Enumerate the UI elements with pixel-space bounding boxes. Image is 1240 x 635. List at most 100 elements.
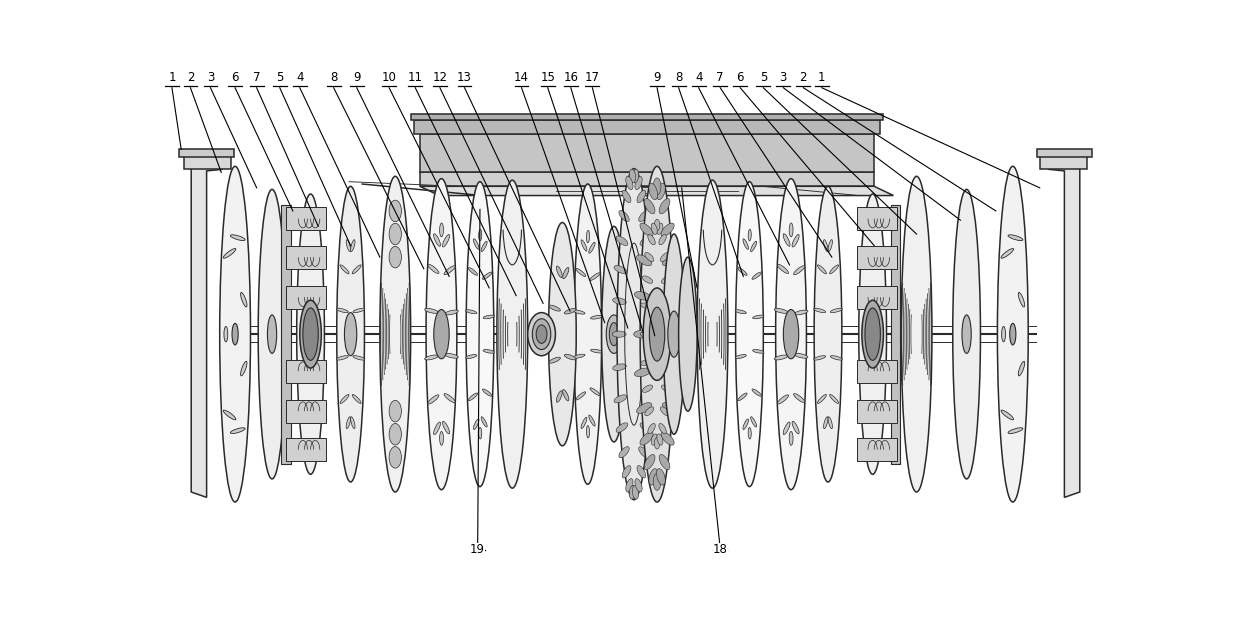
Ellipse shape bbox=[830, 394, 838, 403]
Ellipse shape bbox=[637, 465, 646, 478]
Ellipse shape bbox=[346, 417, 351, 429]
Text: 14: 14 bbox=[515, 71, 529, 84]
Ellipse shape bbox=[660, 199, 670, 214]
Ellipse shape bbox=[590, 272, 600, 281]
Ellipse shape bbox=[389, 224, 402, 245]
Ellipse shape bbox=[300, 300, 321, 368]
Ellipse shape bbox=[952, 189, 981, 479]
Ellipse shape bbox=[232, 323, 238, 345]
Ellipse shape bbox=[649, 469, 657, 485]
Ellipse shape bbox=[1008, 235, 1023, 241]
Text: 9: 9 bbox=[353, 71, 361, 84]
Ellipse shape bbox=[345, 312, 357, 356]
Ellipse shape bbox=[636, 255, 652, 265]
Ellipse shape bbox=[557, 266, 562, 277]
Bar bbox=[179, 149, 234, 157]
Ellipse shape bbox=[655, 438, 660, 449]
Ellipse shape bbox=[784, 234, 790, 246]
Text: 12: 12 bbox=[433, 71, 448, 84]
Ellipse shape bbox=[268, 315, 277, 354]
Ellipse shape bbox=[346, 239, 351, 251]
Ellipse shape bbox=[336, 308, 348, 312]
Ellipse shape bbox=[823, 417, 828, 429]
Ellipse shape bbox=[424, 355, 438, 360]
Ellipse shape bbox=[635, 479, 642, 492]
Ellipse shape bbox=[662, 403, 677, 413]
Text: 15: 15 bbox=[541, 71, 556, 84]
Ellipse shape bbox=[536, 325, 547, 344]
Ellipse shape bbox=[641, 359, 652, 365]
Ellipse shape bbox=[661, 407, 670, 416]
Ellipse shape bbox=[434, 234, 440, 246]
Ellipse shape bbox=[743, 239, 749, 250]
Ellipse shape bbox=[657, 469, 665, 485]
Polygon shape bbox=[191, 163, 222, 497]
Text: 6: 6 bbox=[737, 71, 744, 84]
Ellipse shape bbox=[590, 316, 603, 319]
Ellipse shape bbox=[635, 291, 651, 300]
Text: 5: 5 bbox=[277, 71, 284, 84]
Ellipse shape bbox=[443, 234, 450, 247]
Ellipse shape bbox=[573, 354, 585, 358]
Polygon shape bbox=[420, 186, 894, 196]
Ellipse shape bbox=[831, 356, 842, 360]
Bar bbox=[1037, 149, 1092, 157]
Ellipse shape bbox=[640, 331, 652, 337]
Ellipse shape bbox=[445, 310, 459, 315]
Ellipse shape bbox=[640, 236, 652, 246]
Bar bbox=[630, 187, 663, 193]
Ellipse shape bbox=[735, 310, 746, 314]
Polygon shape bbox=[1049, 163, 1080, 497]
Text: 8: 8 bbox=[330, 71, 337, 84]
Ellipse shape bbox=[613, 331, 626, 337]
Ellipse shape bbox=[563, 389, 569, 401]
Ellipse shape bbox=[640, 432, 653, 445]
Bar bbox=[857, 438, 898, 461]
Ellipse shape bbox=[1001, 248, 1013, 258]
Ellipse shape bbox=[639, 446, 649, 458]
Ellipse shape bbox=[223, 410, 236, 420]
Ellipse shape bbox=[635, 368, 651, 377]
Ellipse shape bbox=[224, 326, 228, 342]
Ellipse shape bbox=[219, 166, 250, 502]
Bar bbox=[281, 205, 290, 464]
Bar bbox=[184, 152, 231, 169]
Ellipse shape bbox=[557, 391, 562, 403]
Ellipse shape bbox=[653, 178, 661, 195]
Ellipse shape bbox=[466, 182, 494, 486]
Bar bbox=[857, 246, 898, 269]
Ellipse shape bbox=[434, 309, 449, 359]
Ellipse shape bbox=[655, 219, 660, 231]
Bar bbox=[857, 359, 898, 383]
Ellipse shape bbox=[1002, 326, 1006, 342]
Ellipse shape bbox=[641, 364, 655, 371]
Ellipse shape bbox=[697, 180, 728, 488]
Ellipse shape bbox=[549, 358, 560, 363]
Ellipse shape bbox=[645, 455, 655, 470]
Ellipse shape bbox=[482, 272, 492, 279]
Ellipse shape bbox=[661, 253, 670, 262]
Ellipse shape bbox=[587, 231, 589, 243]
Text: 1: 1 bbox=[169, 71, 176, 84]
Text: 4: 4 bbox=[296, 71, 304, 84]
Ellipse shape bbox=[662, 303, 673, 309]
Bar bbox=[286, 246, 326, 269]
Ellipse shape bbox=[738, 393, 746, 401]
Ellipse shape bbox=[792, 234, 799, 247]
Text: 5: 5 bbox=[760, 71, 768, 84]
Ellipse shape bbox=[389, 401, 402, 422]
Ellipse shape bbox=[813, 308, 826, 312]
Ellipse shape bbox=[497, 180, 528, 488]
Ellipse shape bbox=[661, 385, 672, 392]
Ellipse shape bbox=[789, 223, 794, 237]
Ellipse shape bbox=[642, 331, 656, 337]
Ellipse shape bbox=[469, 267, 477, 276]
Ellipse shape bbox=[564, 309, 577, 314]
Ellipse shape bbox=[862, 300, 883, 368]
Ellipse shape bbox=[795, 310, 808, 315]
Ellipse shape bbox=[337, 186, 365, 482]
Ellipse shape bbox=[661, 432, 675, 445]
Ellipse shape bbox=[645, 199, 655, 214]
Ellipse shape bbox=[340, 394, 348, 403]
Text: 4: 4 bbox=[694, 71, 702, 84]
